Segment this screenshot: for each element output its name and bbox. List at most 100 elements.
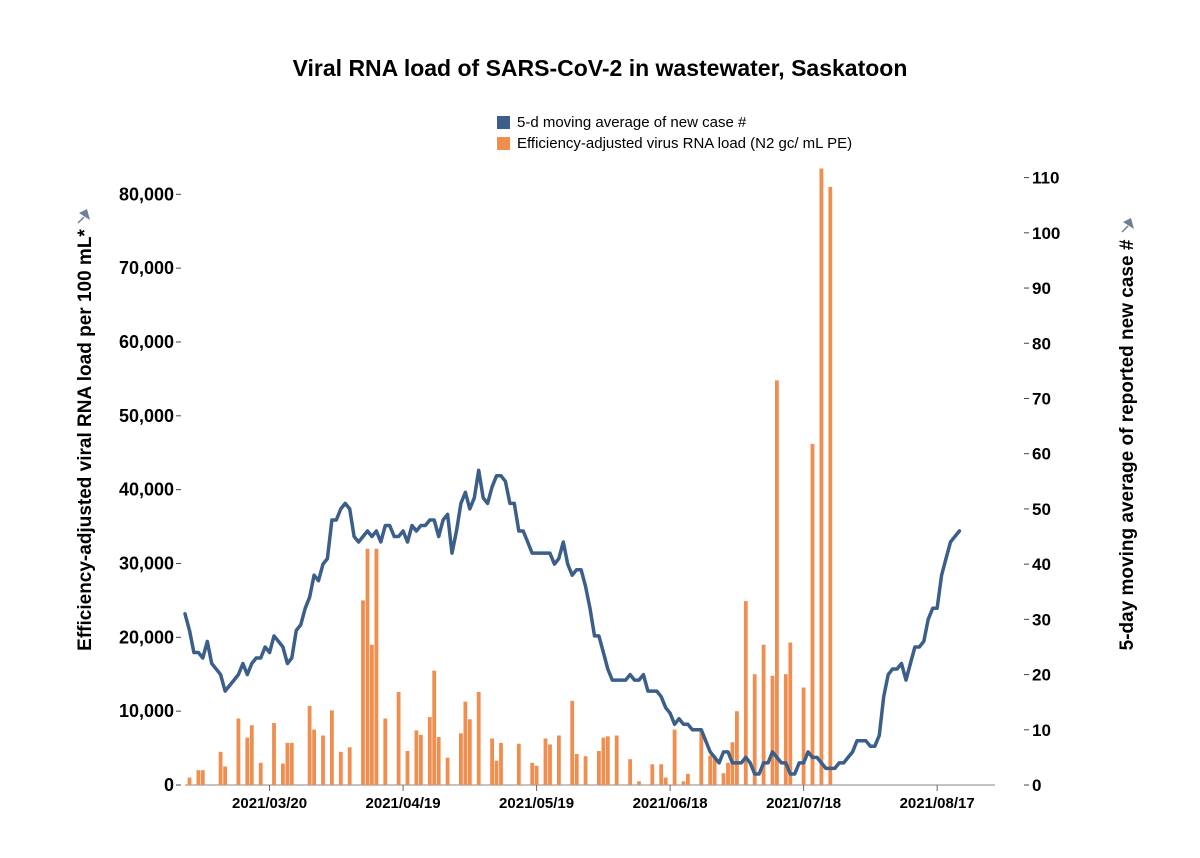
- legend-label-cases: 5-d moving average of new case #: [517, 114, 747, 131]
- rna-bar: [249, 725, 254, 785]
- rna-bar: [659, 764, 664, 785]
- rna-bar: [187, 777, 192, 785]
- rna-bar: [708, 755, 713, 785]
- rna-bar: [405, 751, 410, 785]
- rna-bar: [712, 755, 717, 785]
- rna-bar: [686, 773, 690, 785]
- rna-bar: [361, 600, 365, 785]
- rna-bar: [463, 701, 468, 785]
- legend-swatch-rna: [497, 137, 510, 150]
- rna-bar: [681, 781, 686, 785]
- rna-bar: [614, 735, 619, 785]
- y-left-tick-label: 60,000: [119, 332, 174, 352]
- y-left-tick-label: 80,000: [119, 184, 174, 204]
- x-tick-label: 2021/08/17: [900, 795, 975, 812]
- rna-bar: [637, 781, 641, 785]
- rna-bar: [196, 770, 201, 785]
- rna-bar: [557, 735, 561, 785]
- rna-bar: [272, 723, 276, 785]
- x-tick-label: 2021/05/19: [499, 795, 574, 812]
- pin-icon-right: [1123, 218, 1134, 229]
- rna-bar: [752, 674, 757, 785]
- rna-bar: [200, 770, 205, 785]
- rna-bar: [223, 766, 227, 785]
- rna-bar: [467, 719, 472, 785]
- rna-bar: [258, 762, 263, 785]
- rna-bar: [597, 751, 601, 785]
- y-left-tick-label: 40,000: [119, 480, 174, 500]
- y-right-tick-label: 40: [1032, 555, 1051, 574]
- rna-bar: [338, 751, 343, 785]
- rna-bar: [583, 756, 588, 785]
- rna-bar: [494, 760, 499, 785]
- rna-bar: [419, 734, 423, 785]
- rna-bar: [374, 548, 379, 785]
- rna-bar: [601, 737, 606, 785]
- x-tick-label: 2021/03/20: [232, 795, 307, 812]
- y-right-tick-label: 70: [1032, 389, 1051, 408]
- legend: 5-d moving average of new case # Efficie…: [497, 112, 852, 154]
- rna-bar: [281, 763, 285, 785]
- rna-bar: [312, 729, 316, 785]
- legend-label-rna: Efficiency-adjusted virus RNA load (N2 g…: [517, 135, 853, 152]
- rna-bar: [570, 700, 575, 785]
- rna-bar: [414, 730, 419, 785]
- x-tick-label: 2021/04/19: [366, 795, 441, 812]
- rna-bar: [663, 777, 668, 785]
- rna-bar: [548, 744, 552, 785]
- rna-bar: [499, 742, 503, 785]
- y-right-tick-label: 80: [1032, 334, 1051, 353]
- rna-bar: [330, 710, 334, 785]
- y-left-tick-label: 0: [164, 775, 174, 795]
- y-right-tick-label: 50: [1032, 500, 1051, 519]
- rna-bar: [735, 711, 739, 785]
- rna-bar: [628, 759, 632, 785]
- rna-bar: [543, 738, 548, 785]
- pin-icon-left-needle: [77, 216, 85, 224]
- rna-bar: [436, 737, 441, 785]
- cases-line: [183, 468, 962, 776]
- rna-bar: [721, 773, 726, 785]
- rna-bar: [516, 743, 521, 785]
- y-right-tick-label: 20: [1032, 666, 1051, 685]
- rna-bar: [289, 742, 294, 785]
- rna-bar: [347, 747, 352, 785]
- y-left-tick-label: 30,000: [119, 553, 174, 573]
- y-right-tick-label: 0: [1032, 776, 1041, 795]
- legend-item-cases[interactable]: 5-d moving average of new case #: [497, 112, 852, 133]
- x-tick-label: 2021/07/18: [766, 795, 841, 812]
- rna-bar: [770, 675, 775, 785]
- rna-bar: [574, 754, 579, 785]
- rna-bar: [396, 692, 401, 785]
- pin-icon-right-needle: [1121, 225, 1129, 233]
- rna-bar: [810, 443, 815, 785]
- rna-bar: [427, 717, 432, 785]
- y-right-tick-label: 110: [1032, 169, 1059, 188]
- x-tick-label: 2021/06/18: [633, 795, 708, 812]
- y-left-tick-label: 50,000: [119, 406, 174, 426]
- rna-bar: [459, 733, 463, 785]
- rna-bar: [672, 729, 677, 785]
- rna-bar: [365, 548, 370, 785]
- rna-bar: [775, 380, 779, 785]
- rna-bar: [534, 765, 539, 785]
- rna-bar: [783, 674, 788, 785]
- rna-bar: [321, 735, 325, 785]
- rna-bar: [236, 718, 241, 785]
- rna-bar: [761, 644, 766, 785]
- rna-bar: [801, 687, 806, 785]
- rna-bar: [530, 762, 535, 785]
- y-left-tick-label: 10,000: [119, 701, 174, 721]
- rna-bar: [370, 644, 374, 785]
- y-left-tick-label: 70,000: [119, 258, 174, 278]
- pin-icon-left: [79, 209, 90, 220]
- rna-bar: [445, 757, 450, 785]
- rna-bar: [307, 706, 312, 785]
- legend-item-rna[interactable]: Efficiency-adjusted virus RNA load (N2 g…: [497, 133, 852, 154]
- rna-bar: [383, 718, 388, 785]
- rna-bar: [699, 729, 704, 785]
- y-right-tick-label: 60: [1032, 445, 1051, 464]
- y-right-tick-label: 100: [1032, 224, 1060, 243]
- y-left-axis-title: Efficiency-adjusted viral RNA load per 1…: [75, 229, 96, 651]
